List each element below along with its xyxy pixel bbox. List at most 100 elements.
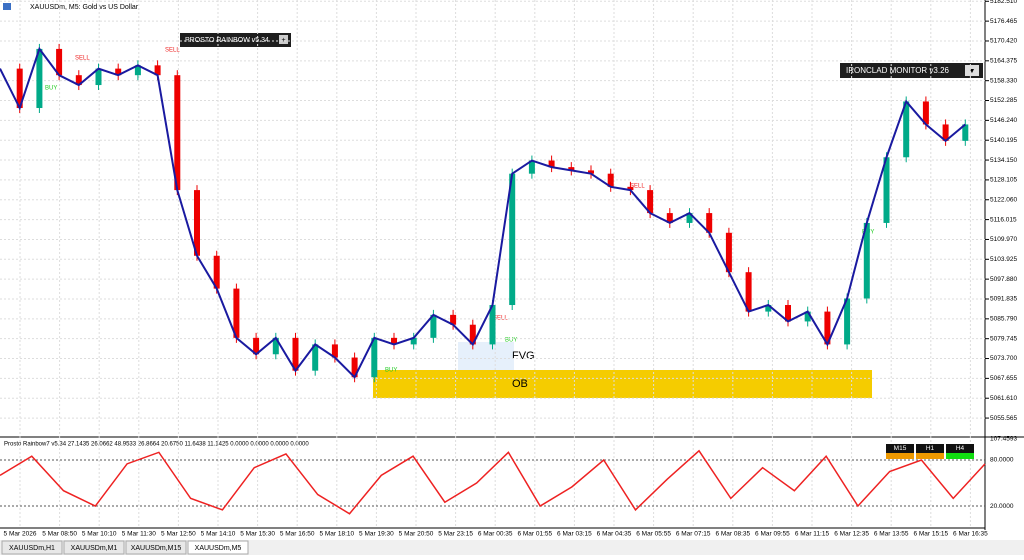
candle xyxy=(607,173,614,187)
candle xyxy=(588,170,594,174)
price-tick-label: 5073.700 xyxy=(990,355,1017,362)
price-tick-label: 5176.465 xyxy=(990,18,1017,25)
tab-label: XAUUSDm,M15 xyxy=(131,545,182,552)
candle xyxy=(469,324,476,345)
candle xyxy=(804,311,811,322)
time-tick-label: 5 Mar 20:50 xyxy=(399,531,434,538)
monitor-button[interactable] xyxy=(965,65,979,76)
candle xyxy=(154,65,161,76)
candle xyxy=(272,337,279,355)
candle xyxy=(134,65,141,76)
price-line xyxy=(0,46,966,379)
price-tick-label: 5103.925 xyxy=(990,256,1017,263)
time-tick-label: 5 Mar 16:50 xyxy=(280,531,315,538)
candle xyxy=(863,222,870,299)
osc-tick-label: 20.0000 xyxy=(990,503,1014,510)
candle xyxy=(528,160,535,174)
price-tick-label: 5158.330 xyxy=(990,77,1017,84)
candle xyxy=(883,157,890,223)
fvg-label: FVG xyxy=(512,350,535,362)
time-tick-label: 6 Mar 11:15 xyxy=(795,531,830,538)
candle xyxy=(194,190,200,256)
candle xyxy=(903,101,910,158)
candle xyxy=(745,272,752,312)
monitor-button-label: ▼ xyxy=(969,68,976,75)
rainbow-button[interactable] xyxy=(279,35,288,44)
candle xyxy=(922,101,929,125)
timeframe-status xyxy=(946,453,974,459)
candle xyxy=(253,337,260,355)
candle xyxy=(647,190,654,214)
candle xyxy=(174,75,181,191)
price-tick-label: 5067.655 xyxy=(990,375,1017,382)
tab-bar xyxy=(0,540,1024,555)
timeframe-status xyxy=(916,453,944,459)
price-tick-label: 5182.510 xyxy=(990,0,1017,5)
tab[interactable] xyxy=(125,540,187,555)
candle xyxy=(489,305,496,345)
time-tick-label: 5 Mar 2026 xyxy=(4,531,37,538)
time-tick-label: 6 Mar 08:35 xyxy=(715,531,750,538)
price-tick-label: 5085.790 xyxy=(990,316,1017,323)
time-tick-label: 6 Mar 12:35 xyxy=(834,531,869,538)
candle xyxy=(509,173,516,306)
signal: SELL xyxy=(630,184,645,190)
candle xyxy=(942,124,949,141)
candle xyxy=(844,298,851,345)
price-tick-label: 5164.375 xyxy=(990,58,1017,65)
candle xyxy=(292,337,299,371)
tab[interactable] xyxy=(63,540,125,555)
candle xyxy=(686,213,693,223)
rainbow-panel[interactable] xyxy=(180,33,291,47)
window-icon xyxy=(3,3,11,10)
time-tick-label: 6 Mar 13:55 xyxy=(874,531,909,538)
time-tick-label: 5 Mar 08:50 xyxy=(42,531,77,538)
candle xyxy=(568,167,575,171)
timeframe-box xyxy=(946,444,974,453)
candle xyxy=(16,68,23,109)
time-tick-label: 6 Mar 15:15 xyxy=(913,531,948,538)
candle xyxy=(312,344,319,371)
osc-tick-label: 107.4593 xyxy=(990,436,1017,443)
ob-zone xyxy=(373,370,872,398)
tab[interactable] xyxy=(187,540,249,555)
candle xyxy=(430,314,437,338)
time-tick-label: 6 Mar 09:55 xyxy=(755,531,790,538)
rainbow-title: PROSTO RAINBOW v5.34 xyxy=(185,37,269,44)
signal: BUY xyxy=(505,338,517,344)
monitor-title: IRONCLAD MONITOR v3.26 xyxy=(846,66,950,75)
timeframe-status xyxy=(886,453,914,459)
signal: SELL xyxy=(75,56,90,62)
candle xyxy=(450,314,457,325)
time-tick-label: 5 Mar 19:30 xyxy=(359,531,394,538)
timeframe-label: H1 xyxy=(926,445,935,452)
candle xyxy=(95,68,102,86)
timeframe-box xyxy=(886,444,914,453)
candle xyxy=(115,68,122,76)
time-tick-label: 6 Mar 03:15 xyxy=(557,531,592,538)
candle xyxy=(706,213,713,233)
monitor-panel[interactable] xyxy=(840,63,983,78)
time-tick-label: 5 Mar 18:10 xyxy=(319,531,354,538)
candle xyxy=(56,48,63,76)
tab[interactable] xyxy=(1,540,63,555)
time-tick-label: 5 Mar 15:30 xyxy=(240,531,275,538)
price-tick-label: 5091.835 xyxy=(990,296,1017,303)
time-tick-label: 5 Mar 23:15 xyxy=(438,531,473,538)
candle xyxy=(765,305,772,312)
ob-label: OB xyxy=(512,378,528,390)
signal: SELL xyxy=(165,48,180,54)
time-tick-label: 5 Mar 12:50 xyxy=(161,531,196,538)
price-tick-label: 5128.105 xyxy=(990,177,1017,184)
candle xyxy=(36,48,43,109)
timeframe-box xyxy=(916,444,944,453)
price-tick-label: 5055.565 xyxy=(990,415,1017,422)
price-tick-label: 5097.880 xyxy=(990,276,1017,283)
time-tick-label: 6 Mar 07:15 xyxy=(676,531,711,538)
candle xyxy=(548,160,555,168)
fvg-zone xyxy=(458,342,514,370)
price-tick-label: 5122.060 xyxy=(990,196,1017,203)
candle xyxy=(824,311,831,345)
price-tick-label: 5170.420 xyxy=(990,38,1017,45)
